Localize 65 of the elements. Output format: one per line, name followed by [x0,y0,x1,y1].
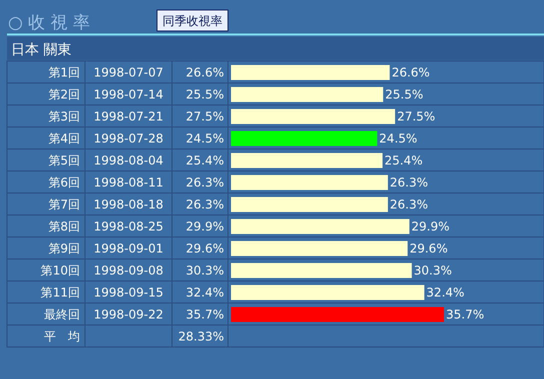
text: 30.3% [414,264,452,278]
text: 日本 關東 [11,42,72,58]
text: 1998-08-18 [94,198,164,212]
data-label: 25.4% [186,154,224,168]
text: 1998-09-15 [94,286,164,300]
data-label: 25.5% [186,88,224,102]
text: 24.5% [379,132,418,146]
text: ○ 收 視 率 [8,13,90,33]
bar [231,263,412,278]
bar [231,65,390,80]
text: 1998-07-28 [94,132,164,146]
data-label: 35.7% [186,308,224,322]
bar [231,241,408,256]
text: 27.5% [397,110,436,124]
y-tick-label: 第8回 [48,220,80,234]
data-label: 32.4% [186,286,224,300]
text: 同季收視率 [162,14,222,28]
text: 26.3% [390,176,428,190]
text: 1998-08-25 [94,220,164,234]
text: 29.9% [411,220,450,234]
text: 26.3% [390,198,428,212]
text: 35.7% [446,308,484,322]
y-tick-label: 第2回 [48,88,80,102]
y-tick-label: 第10回 [40,264,80,278]
text: 28.33% [178,330,224,344]
text: 1998-09-08 [94,264,164,278]
text: 1998-07-21 [94,110,164,124]
y-tick-label: 第5回 [48,154,80,168]
data-label: 26.6% [186,66,224,80]
text: 25.5% [385,88,424,102]
text: 29.6% [410,242,448,256]
y-tick-label: 第4回 [48,132,80,146]
bar [231,307,444,322]
text: 1998-09-01 [94,242,164,256]
y-tick-label: 第6回 [48,176,80,190]
text: 1998-08-04 [94,154,164,168]
bar [231,153,383,168]
bar [231,131,378,146]
bar [231,87,384,102]
bar [231,219,410,234]
y-tick-label: 第7回 [48,198,80,212]
data-label: 27.5% [186,110,224,124]
data-label: 26.3% [186,198,224,212]
y-tick-label: 第9回 [48,242,80,256]
text: 1998-07-07 [94,66,164,80]
text: 32.4% [426,286,464,300]
text: 1998-07-14 [94,88,164,102]
y-tick-label: 第1回 [48,66,80,80]
bar [231,285,424,300]
data-label: 29.9% [186,220,224,234]
text: 25.4% [384,154,423,168]
text: 26.6% [392,66,430,80]
text: 1998-09-22 [94,308,164,322]
data-label: 26.3% [186,176,224,190]
data-label: 29.6% [186,242,224,256]
bar [231,197,388,212]
text: 1998-08-11 [94,176,164,190]
text: 平 均 [44,330,80,344]
y-tick-label: 第11回 [40,286,80,300]
y-tick-label: 最終回 [44,308,80,322]
bar [231,109,396,124]
data-label: 30.3% [186,264,224,278]
y-tick-label: 第3回 [48,110,80,124]
data-label: 24.5% [186,132,224,146]
bar [231,175,388,190]
